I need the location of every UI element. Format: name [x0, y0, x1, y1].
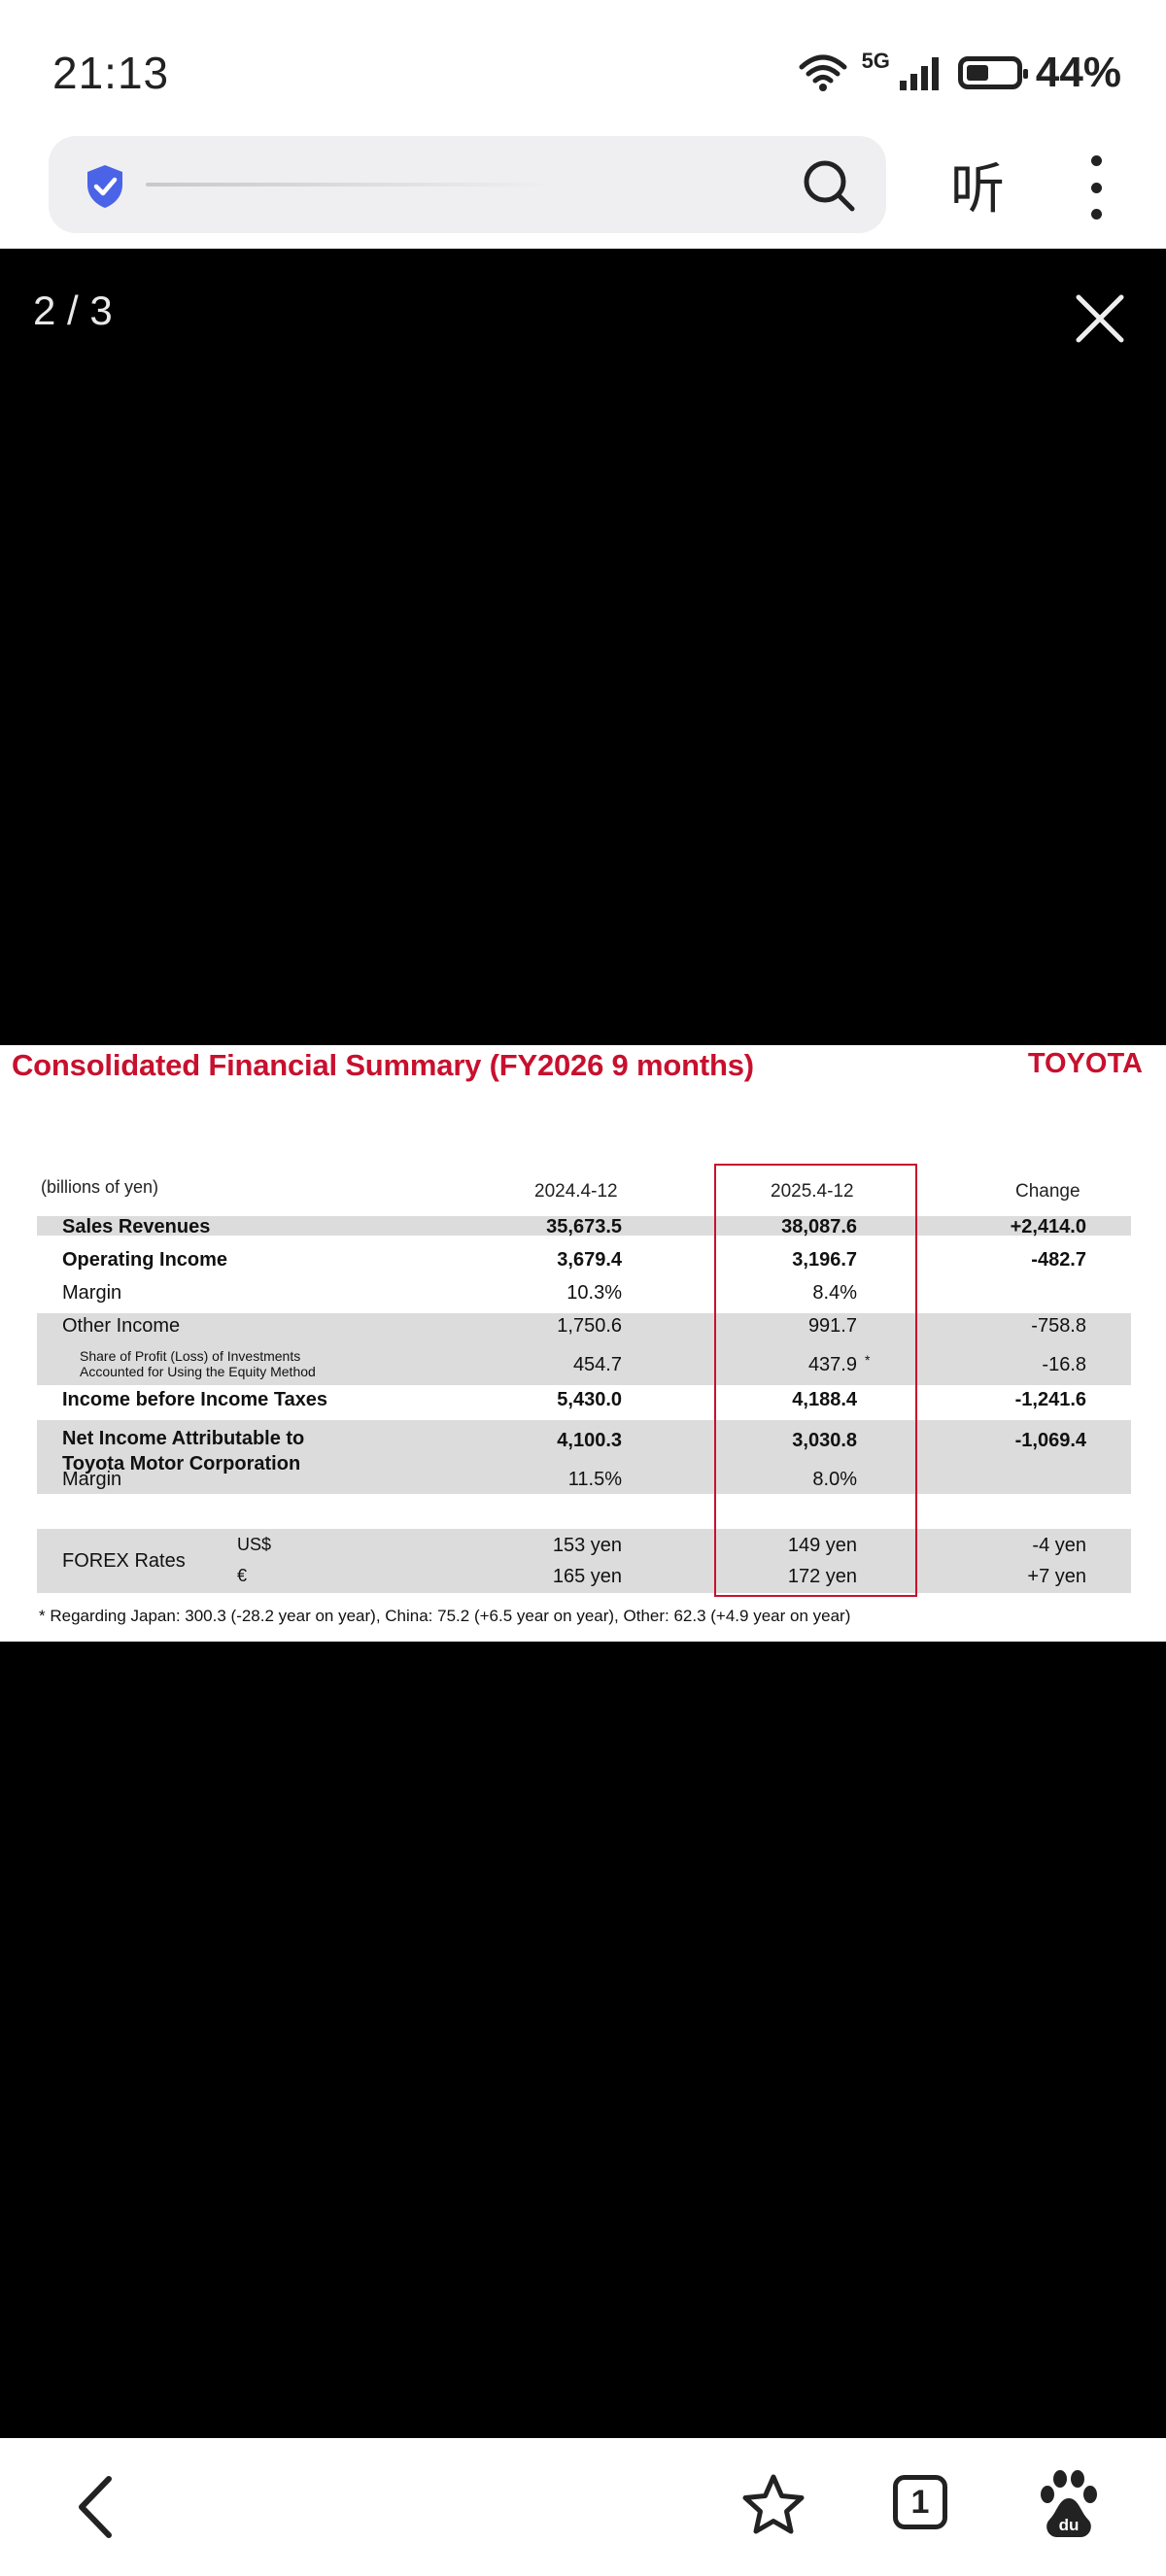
row-band-net-income: [37, 1420, 1131, 1494]
image-counter: 2 / 3: [33, 288, 113, 333]
row-label-equity-method-line1: Share of Profit (Loss) of Investments: [80, 1348, 301, 1364]
star-icon[interactable]: [740, 2473, 806, 2537]
highlight-box: [714, 1164, 917, 1597]
cell-prev: 454.7: [572, 1354, 622, 1375]
cell-prev: 11.5%: [567, 1469, 622, 1490]
cell-curr: 3,196.7: [792, 1249, 857, 1271]
shield-icon: [87, 165, 122, 208]
baidu-icon[interactable]: du: [1038, 2469, 1100, 2541]
row-label-sales-revenues: Sales Revenues: [62, 1216, 211, 1237]
column-header-prev: 2024.4-12: [534, 1181, 618, 1202]
network-type: 5G: [861, 49, 890, 73]
cell-change: +2,414.0: [1010, 1216, 1086, 1237]
close-icon[interactable]: [1073, 291, 1127, 346]
row-label-equity-method-line2: Accounted for Using the Equity Method: [80, 1364, 316, 1379]
cell-curr: 3,030.8: [792, 1430, 857, 1451]
browser-toolbar: 听: [0, 126, 1166, 249]
listen-button[interactable]: 听: [950, 158, 1005, 221]
cell-curr: 991.7: [807, 1315, 857, 1337]
battery-level: 44%: [1035, 49, 1121, 96]
svg-text:du: du: [1059, 2516, 1080, 2534]
cell-change: -758.8: [1031, 1315, 1086, 1337]
tabs-button[interactable]: 1: [893, 2475, 947, 2529]
column-header-curr: 2025.4-12: [771, 1181, 854, 1202]
cell-prev: 35,673.5: [546, 1216, 622, 1237]
url-text-placeholder: [146, 183, 554, 186]
cell-prev: 10.3%: [566, 1282, 622, 1304]
cell-prev: 3,679.4: [557, 1249, 622, 1271]
bottom-nav: 1 du: [0, 2438, 1166, 2576]
footnote-asterisk: *: [865, 1352, 871, 1368]
column-header-change: Change: [1015, 1181, 1080, 1202]
status-icons: 5G 44%: [798, 49, 1121, 97]
row-band-other-income: [37, 1313, 1131, 1385]
status-bar: 21:13 5G 44%: [0, 0, 1166, 126]
cell-curr: 4,188.4: [792, 1389, 857, 1410]
row-band-forex: [37, 1529, 1131, 1593]
row-label-margin: Margin: [62, 1282, 122, 1304]
units-label: (billions of yen): [41, 1177, 159, 1197]
cell-prev: 4,100.3: [557, 1430, 622, 1451]
cell-prev: 5,430.0: [557, 1389, 622, 1410]
row-label-net-income-line1: Net Income Attributable to: [62, 1428, 305, 1449]
cell-change: -16.8: [1042, 1354, 1086, 1375]
cell-change: -1,069.4: [1014, 1430, 1086, 1451]
cell-curr: 8.4%: [812, 1282, 857, 1304]
row-label-income-before-taxes: Income before Income Taxes: [62, 1389, 328, 1410]
slide-title: Consolidated Financial Summary (FY2026 9…: [12, 1048, 754, 1082]
cell-prev: 165 yen: [552, 1566, 622, 1587]
status-time: 21:13: [52, 48, 170, 98]
toyota-logo: TOYOTA: [1027, 1048, 1143, 1079]
wifi-icon: [799, 54, 847, 91]
cell-prev: 1,750.6: [557, 1315, 622, 1337]
cell-curr: 38,087.6: [781, 1216, 857, 1237]
footnote: * Regarding Japan: 300.3 (-28.2 year on …: [39, 1607, 851, 1625]
row-label-operating-income: Operating Income: [62, 1249, 228, 1271]
cell-curr: 149 yen: [787, 1535, 857, 1556]
cell-curr: 8.0%: [812, 1469, 857, 1490]
signal-icon: [899, 57, 939, 90]
search-icon[interactable]: [801, 157, 857, 214]
cell-prev: 153 yen: [552, 1535, 622, 1556]
back-icon[interactable]: [70, 2473, 124, 2541]
cell-change: -1,241.6: [1014, 1389, 1086, 1410]
cell-change: -4 yen: [1032, 1535, 1086, 1556]
more-menu-icon[interactable]: [1084, 155, 1108, 220]
row-label-net-income-line2: Toyota Motor Corporation: [62, 1453, 301, 1474]
cell-curr: 437.9: [807, 1354, 857, 1375]
cell-curr: 172 yen: [787, 1566, 857, 1587]
cell-change: -482.7: [1031, 1249, 1086, 1271]
currency-usd: US$: [237, 1535, 272, 1554]
row-label-margin-net: Margin: [62, 1469, 122, 1490]
cell-change: +7 yen: [1027, 1566, 1086, 1587]
slide-image[interactable]: Consolidated Financial Summary (FY2026 9…: [0, 1045, 1166, 1642]
row-label-other-income: Other Income: [62, 1315, 181, 1337]
forex-label: FOREX Rates: [62, 1550, 186, 1572]
currency-eur: €: [237, 1566, 248, 1585]
row-band-sales: [37, 1216, 1131, 1236]
address-bar[interactable]: [49, 136, 886, 233]
battery-icon: [957, 56, 1028, 89]
